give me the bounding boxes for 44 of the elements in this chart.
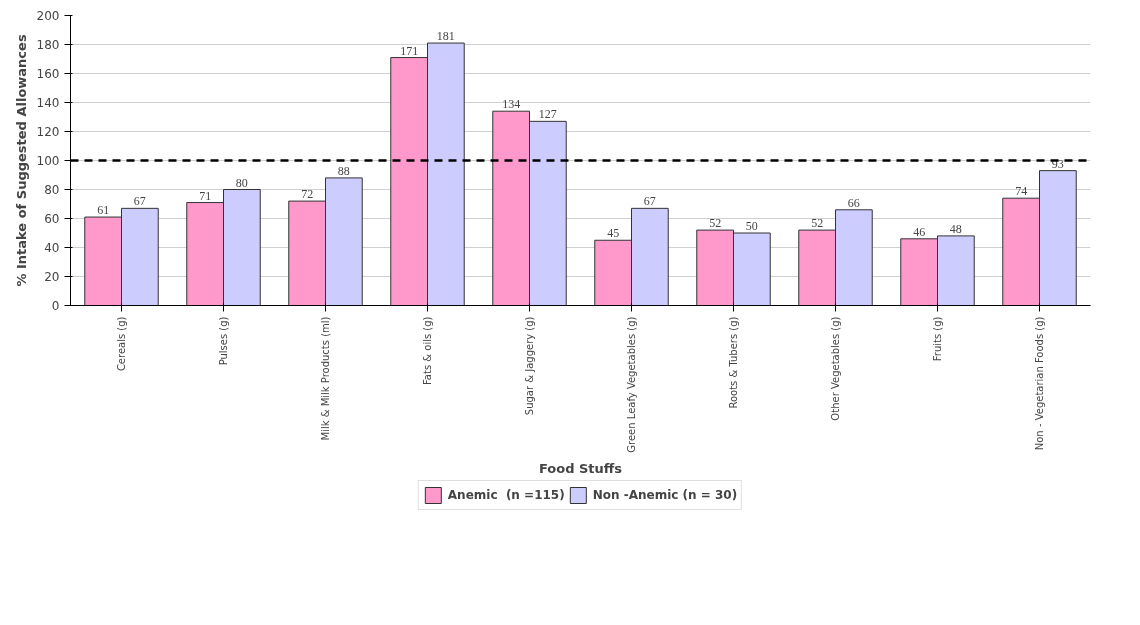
data-label: 45 bbox=[607, 226, 620, 241]
y-axis-title: % Intake of Suggested Allowances bbox=[13, 34, 29, 287]
y-tick-label: 40 bbox=[44, 241, 60, 255]
data-label: 52 bbox=[709, 216, 722, 231]
data-label: 171 bbox=[400, 43, 419, 58]
y-tick-label: 0 bbox=[51, 299, 60, 313]
data-label: 46 bbox=[913, 224, 926, 239]
x-axis-title: Food Stuffs bbox=[538, 460, 623, 476]
legend-label: Anemic (n =115) bbox=[447, 488, 565, 502]
x-tick-label: Other Vegetables (g) bbox=[830, 316, 841, 421]
data-label: 74 bbox=[1015, 184, 1028, 199]
data-label: 67 bbox=[643, 194, 656, 209]
x-tick-label: Non - Vegetarian Foods (g) bbox=[1034, 316, 1045, 451]
data-label: 48 bbox=[949, 221, 962, 236]
y-tick-label: 120 bbox=[36, 125, 60, 139]
data-label: 66 bbox=[847, 195, 860, 210]
x-tick-label: Sugar & Jaggery (g) bbox=[524, 316, 535, 416]
y-tick-label: 140 bbox=[36, 96, 60, 110]
data-label: 72 bbox=[301, 187, 314, 202]
y-tick-label: 20 bbox=[44, 270, 60, 284]
data-label: 52 bbox=[811, 216, 824, 231]
legend-label: Non -Anemic (n = 30) bbox=[592, 488, 738, 502]
data-label: 181 bbox=[436, 29, 455, 44]
x-tick-label: Fruits (g) bbox=[932, 316, 943, 362]
data-label: 80 bbox=[235, 175, 248, 190]
y-tick-label: 60 bbox=[44, 212, 60, 226]
data-label: 127 bbox=[538, 107, 557, 122]
data-label: 71 bbox=[199, 188, 212, 203]
x-tick-label: Fats & oils (g) bbox=[422, 316, 433, 385]
x-tick-label: Pulses (g) bbox=[218, 316, 229, 366]
y-tick-label: 200 bbox=[36, 9, 60, 23]
data-label: 88 bbox=[337, 163, 350, 178]
x-tick-label: Green Leafy Vegetables (g) bbox=[626, 316, 637, 453]
data-label: 134 bbox=[502, 97, 521, 112]
data-label: 61 bbox=[97, 203, 110, 218]
y-tick-label: 160 bbox=[36, 67, 60, 81]
x-tick-label: Milk & Milk Products (ml) bbox=[320, 316, 331, 441]
y-tick-label: 180 bbox=[36, 38, 60, 52]
data-label: 50 bbox=[745, 219, 758, 233]
y-tick-label: 80 bbox=[44, 183, 60, 197]
y-tick-label: 100 bbox=[36, 154, 60, 168]
x-tick-label: Roots & Tubers (g) bbox=[728, 316, 739, 409]
data-label: 67 bbox=[133, 194, 146, 209]
x-tick-label: Cereals (g) bbox=[116, 316, 127, 372]
